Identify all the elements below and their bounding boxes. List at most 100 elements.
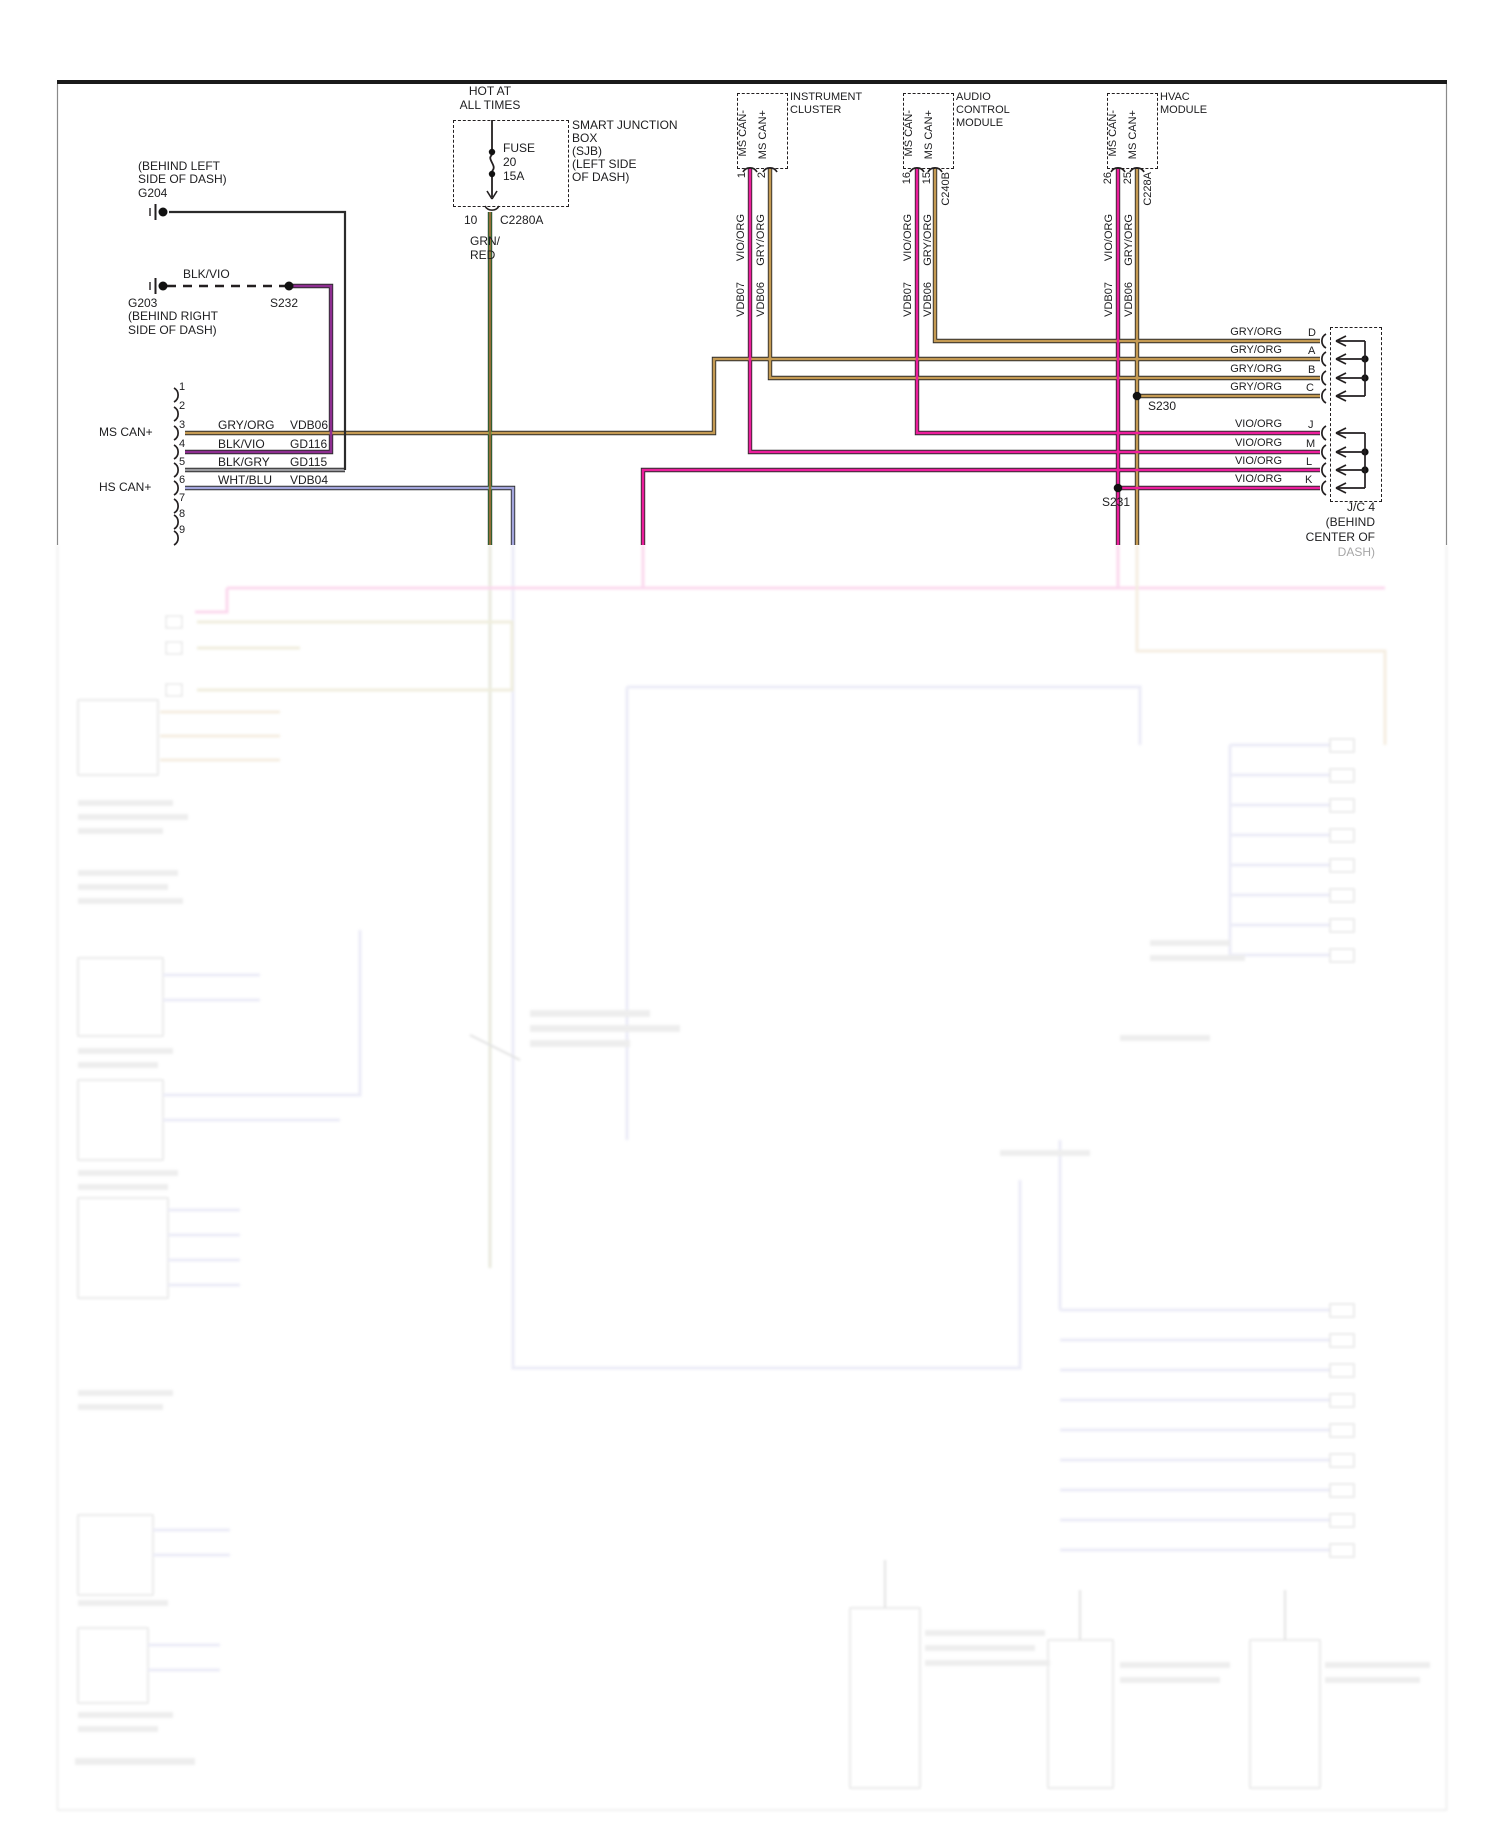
ground-g204-dot xyxy=(158,207,168,217)
audio-ms-can-pos: MS CAN+ xyxy=(923,110,935,160)
jc4-pin-a: A xyxy=(1308,345,1316,357)
cluster-pin-pos: 2 xyxy=(756,172,768,179)
wire-vio-org-audio-to-J xyxy=(915,168,1320,435)
cluster-circuit-neg: VDB07 xyxy=(735,282,747,317)
pin4-circuit: GD116 xyxy=(290,437,328,451)
wire-vio-org-cluster-to-M xyxy=(748,168,1320,454)
jc4-box xyxy=(1330,327,1382,502)
audio-connector-label: C240B xyxy=(940,172,952,206)
jc4-vio-label-k: VIO/ORG xyxy=(1234,473,1282,485)
cluster-wire-neg-color: VIO/ORG xyxy=(735,214,747,262)
sjb-label-4: (LEFT SIDE xyxy=(572,157,637,171)
jc4-internal xyxy=(1321,333,1366,496)
splice-s231-dot xyxy=(1113,483,1123,493)
pin-number-1: 1 xyxy=(179,381,186,393)
splice-s232-label: S232 xyxy=(270,296,299,310)
frame-top-border xyxy=(57,80,1447,84)
module-name-hvac-2: MODULE xyxy=(1160,104,1208,116)
wires xyxy=(167,120,1320,545)
splice-s230-dot xyxy=(1132,391,1142,401)
sjb-fuse-box xyxy=(453,120,569,207)
junction-dots xyxy=(158,148,1369,493)
audio-ms-can-neg: MS CAN- xyxy=(903,110,915,157)
hvac-wire-neg-color: VIO/ORG xyxy=(1103,214,1115,262)
jc4-pin-m: M xyxy=(1306,438,1316,450)
module-name-audio-2: CONTROL xyxy=(956,104,1010,116)
jc4-label-2: (BEHIND xyxy=(1325,515,1375,529)
jc4-gry-label-c: GRY/ORG xyxy=(1230,381,1282,393)
cluster-wire-pos-color: GRY/ORG xyxy=(755,214,767,266)
jc4-label-3: CENTER OF xyxy=(1305,530,1375,544)
jc4-pin-b: B xyxy=(1308,364,1316,376)
module-pin-arcs xyxy=(742,167,1145,173)
wire-wht-blu xyxy=(185,486,515,545)
hvac-module-box xyxy=(1107,93,1158,169)
sjb-pin-number: 10 xyxy=(464,213,478,227)
hvac-circuit-pos: VDB06 xyxy=(1123,282,1135,317)
module-name-hvac-1: HVAC xyxy=(1160,91,1190,103)
jc4-vio-label-l: VIO/ORG xyxy=(1234,455,1282,467)
fuse-number: 20 xyxy=(503,155,517,169)
g203-label: G203 xyxy=(128,296,158,310)
wire-gry-org-audio-to-D xyxy=(933,168,1320,343)
hvac-pin-neg: 26 xyxy=(1102,172,1114,185)
jc4-gry-label-a: GRY/ORG xyxy=(1230,344,1282,356)
audio-circuit-neg: VDB07 xyxy=(902,282,914,317)
module-name-cluster-1: INSTRUMENT xyxy=(790,91,863,103)
audio-wire-neg-color: VIO/ORG xyxy=(902,214,914,262)
pin5-wire-color: BLK/GRY xyxy=(218,455,270,469)
hvac-pin-pos: 25 xyxy=(1122,172,1134,185)
g204-location-1: (BEHIND LEFT xyxy=(138,159,221,173)
jc4-pin-k: K xyxy=(1305,474,1313,486)
cluster-pin-neg: 1 xyxy=(736,172,748,179)
audio-pin-neg: 16 xyxy=(901,172,913,185)
cluster-ms-can-neg: MS CAN- xyxy=(737,110,749,157)
sjb-label-5: OF DASH) xyxy=(572,170,630,184)
module-name-audio-1: AUDIO xyxy=(956,91,991,103)
jc4-pin-j: J xyxy=(1308,419,1314,431)
hvac-wire-pos-color: GRY/ORG xyxy=(1123,214,1135,266)
splice-s231-label: S231 xyxy=(1102,495,1131,509)
ground-symbols xyxy=(149,204,157,294)
pin6-wire-color: WHT/BLU xyxy=(218,473,272,487)
audio-control-module-box xyxy=(903,93,954,169)
pin-number-2: 2 xyxy=(179,400,186,412)
jc4-label-4: DASH) xyxy=(1337,545,1375,559)
pin3-circuit: VDB06 xyxy=(290,418,329,432)
pin-number-3: 3 xyxy=(179,419,186,431)
jc4-vio-label-m: VIO/ORG xyxy=(1234,437,1282,449)
pin-number-8: 8 xyxy=(179,508,186,520)
fuse-label: FUSE xyxy=(503,141,536,155)
jc4-gry-label-d: GRY/ORG xyxy=(1230,326,1282,338)
jc4-pin-d: D xyxy=(1308,327,1316,339)
arrow-left-icon xyxy=(1335,335,1365,347)
instrument-cluster-box xyxy=(737,93,788,169)
ground-g203-dot xyxy=(158,281,168,291)
hot-at-label: HOT AT xyxy=(468,84,512,98)
jc4-pin-c: C xyxy=(1306,382,1314,394)
pin5-circuit: GD115 xyxy=(290,455,328,469)
grn-red-wire-label-1: GRN/ xyxy=(470,234,500,248)
audio-pin-pos: 15 xyxy=(921,172,933,185)
pin6-circuit: VDB04 xyxy=(290,473,329,487)
connector-pin-icon-sjb xyxy=(484,205,500,211)
jc4-vio-label-j: VIO/ORG xyxy=(1234,418,1282,430)
hot-at-label2: ALL TIMES xyxy=(459,98,521,112)
blk-vio-wire-label: BLK/VIO xyxy=(183,267,230,281)
g204-label: G204 xyxy=(138,186,168,200)
wire-gry-org-pin3-to-A xyxy=(185,357,1320,435)
grn-red-wire-label-2: RED xyxy=(470,248,496,262)
pin4-wire-color: BLK/VIO xyxy=(218,437,265,451)
jc4-gry-label-b: GRY/ORG xyxy=(1230,363,1282,375)
pin-number-6: 6 xyxy=(179,474,186,486)
wire-vio-org-to-L xyxy=(641,468,1320,545)
hvac-connector-label: C228A xyxy=(1142,172,1154,206)
pin-number-7: 7 xyxy=(179,492,186,504)
module-name-cluster-2: CLUSTER xyxy=(790,104,842,116)
module-name-audio-3: MODULE xyxy=(956,117,1004,129)
pin-number-4: 4 xyxy=(179,438,186,450)
sjb-label-2: BOX xyxy=(572,131,598,145)
g204-location-2: SIDE OF DASH) xyxy=(138,172,227,186)
